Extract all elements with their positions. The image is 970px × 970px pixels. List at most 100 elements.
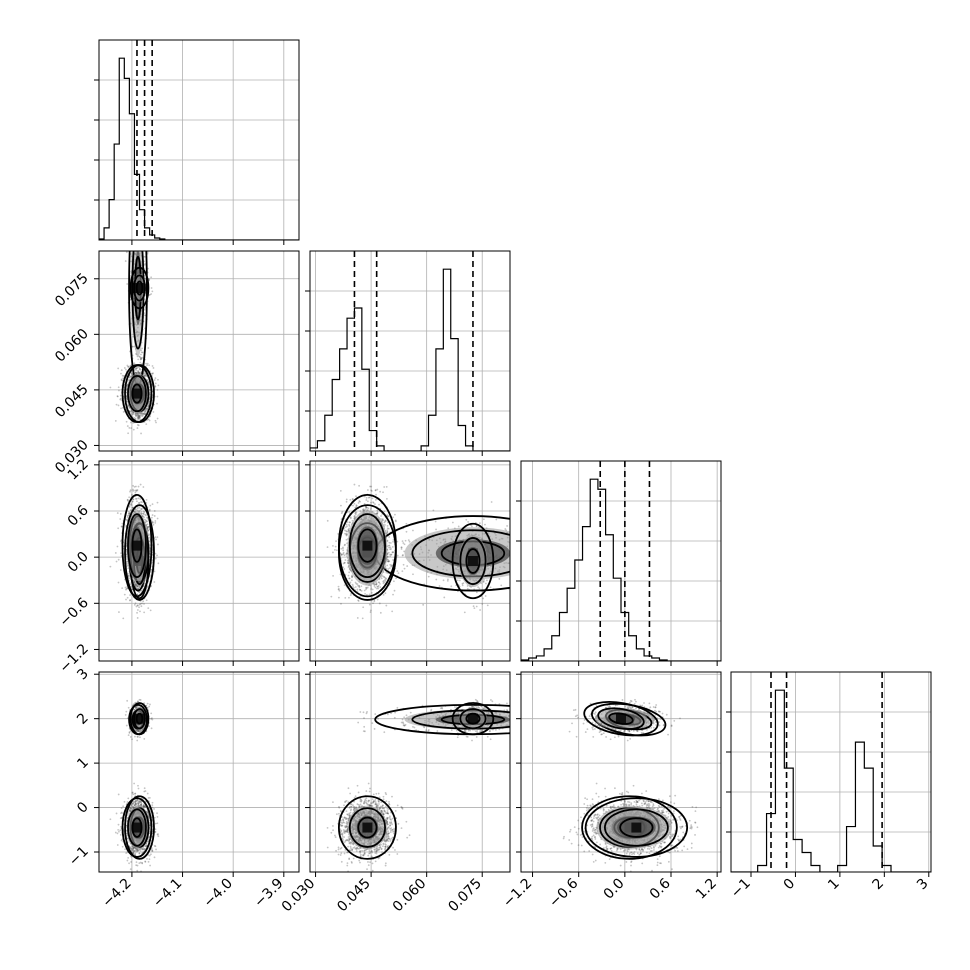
sample-point	[152, 411, 155, 413]
sample-point	[143, 511, 146, 514]
sample-point	[146, 516, 149, 519]
sample-point	[130, 220, 132, 222]
sample-point	[121, 406, 124, 409]
sample-point	[129, 365, 132, 368]
sample-point	[127, 573, 129, 575]
sample-point	[135, 369, 138, 371]
sample-point	[129, 490, 131, 493]
sample-point	[129, 509, 132, 511]
sample-point	[140, 349, 143, 352]
sample-point	[135, 371, 137, 374]
contour-level-1	[133, 274, 146, 302]
sample-point	[141, 186, 143, 188]
sample-point	[142, 414, 144, 417]
sample-point	[135, 217, 137, 219]
sample-point	[120, 372, 122, 375]
sample-point	[140, 432, 142, 435]
sample-point	[133, 581, 135, 584]
sample-point	[132, 484, 134, 487]
sample-point	[156, 389, 159, 391]
sample-point	[126, 499, 129, 501]
sample-point	[137, 497, 140, 500]
sample-point	[117, 581, 120, 584]
sample-point	[151, 503, 154, 506]
sample-point	[137, 588, 140, 590]
sample-point	[109, 386, 112, 389]
sample-point	[140, 605, 143, 608]
sample-point	[125, 251, 128, 254]
sample-point	[138, 416, 141, 419]
sample-point	[147, 418, 150, 421]
sample-point	[141, 356, 143, 359]
sample-point	[126, 425, 129, 427]
sample-point	[140, 413, 143, 416]
hist-panel-3	[726, 671, 932, 873]
sample-point	[126, 564, 129, 567]
sample-point	[150, 276, 153, 279]
sample-point	[136, 413, 139, 416]
sample-point	[153, 581, 156, 583]
hist-step-1	[310, 268, 510, 451]
sample-point	[137, 417, 140, 419]
hist-frame-3	[730, 671, 932, 873]
sample-point	[125, 588, 127, 591]
sample-point	[153, 515, 156, 517]
sample-point	[132, 488, 134, 491]
sample-point	[146, 516, 148, 519]
sample-point	[148, 508, 151, 511]
sample-point	[130, 504, 133, 506]
sample-point	[145, 599, 148, 602]
sample-point	[143, 603, 145, 605]
sample-point	[127, 365, 130, 368]
sample-point	[146, 362, 149, 365]
sample-point	[154, 385, 157, 388]
sample-point	[146, 407, 149, 410]
sample-point	[133, 238, 135, 240]
sample-point	[135, 585, 138, 588]
sample-point	[151, 514, 154, 516]
sample-point	[130, 585, 133, 588]
sample-point	[131, 345, 134, 348]
sample-point	[141, 412, 144, 415]
sample-point	[123, 367, 126, 369]
sample-point	[138, 417, 141, 420]
sample-point	[120, 369, 123, 372]
sample-point	[125, 598, 127, 601]
sample-point	[137, 416, 140, 419]
sample-point	[144, 513, 146, 516]
sample-point	[146, 528, 149, 531]
sample-point	[137, 415, 140, 418]
sample-point	[120, 525, 123, 528]
sample-point	[141, 205, 143, 207]
sample-point	[126, 516, 129, 519]
sample-point	[115, 560, 118, 563]
sample-point	[127, 575, 130, 577]
sample-point	[133, 245, 135, 247]
sample-point	[135, 367, 138, 370]
sample-point	[135, 485, 137, 488]
sample-point	[117, 527, 120, 530]
sample-point	[128, 512, 131, 515]
sample-point	[140, 357, 143, 360]
sample-point	[120, 525, 123, 528]
sample-point	[117, 404, 120, 407]
sample-point	[143, 264, 146, 266]
sample-point	[134, 583, 137, 585]
sample-point	[146, 584, 149, 587]
sample-point	[136, 500, 138, 503]
sample-point	[114, 552, 117, 554]
sample-point	[133, 368, 136, 371]
sample-point	[154, 552, 157, 555]
sample-point	[155, 538, 157, 541]
hist-panel-2	[516, 460, 722, 662]
sample-point	[149, 293, 151, 296]
sample-point	[147, 525, 150, 528]
sample-point	[146, 364, 149, 367]
sample-point	[147, 529, 149, 532]
sample-point	[139, 417, 141, 419]
sample-point	[131, 373, 133, 375]
sample-point	[137, 358, 140, 361]
sample-point	[141, 211, 143, 213]
sample-point	[148, 224, 150, 226]
sample-point	[138, 366, 140, 369]
